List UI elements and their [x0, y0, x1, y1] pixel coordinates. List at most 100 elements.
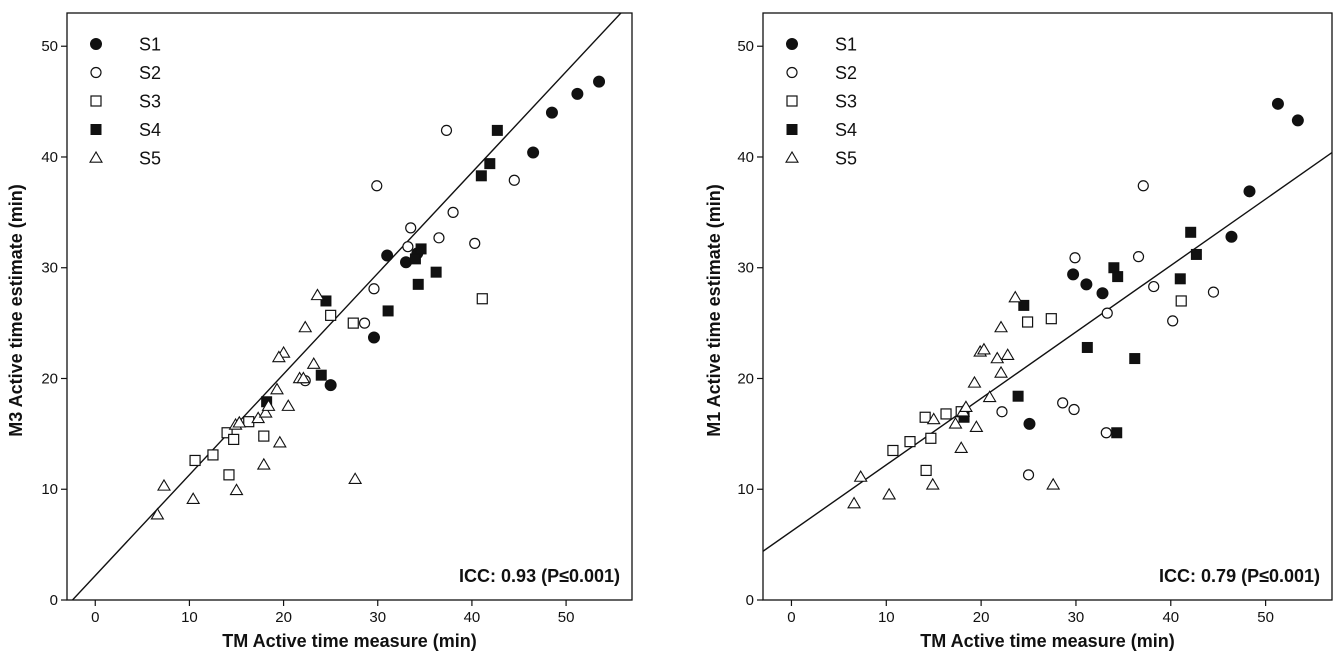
- data-point-s1: [1291, 114, 1304, 127]
- data-point-s3: [920, 464, 932, 477]
- data-point-s2: [433, 232, 445, 244]
- x-tick-label: 20: [275, 609, 292, 626]
- data-point-s3: [258, 430, 270, 442]
- data-point-s3: [223, 469, 235, 481]
- y-tick-label: 10: [737, 481, 754, 498]
- data-point-s3: [476, 293, 488, 305]
- data-point-s5: [261, 399, 276, 411]
- data-point-s2: [1101, 307, 1113, 319]
- legend-label-s1: S1: [835, 35, 857, 55]
- data-point-s5: [348, 472, 363, 485]
- legend: S1 S2 S3 S4 S5: [89, 35, 161, 169]
- data-point-s2: [1068, 403, 1080, 416]
- data-point-s2: [1167, 315, 1179, 327]
- series-s4: [958, 226, 1202, 439]
- data-point-s1: [527, 146, 540, 159]
- data-point-s5: [232, 415, 247, 428]
- data-point-s2: [440, 124, 453, 136]
- legend-marker-s1: [90, 38, 102, 50]
- x-tick-label: 50: [1257, 609, 1274, 626]
- x-tick-label: 30: [1068, 609, 1085, 626]
- data-point-s5: [256, 457, 271, 470]
- regression-line: [763, 151, 1332, 552]
- x-tick-label: 50: [558, 609, 575, 626]
- data-point-s4: [491, 124, 503, 136]
- data-point-s3: [1045, 313, 1057, 325]
- series-s1: [324, 75, 606, 392]
- y-tick-label: 40: [41, 149, 58, 166]
- data-point-s5: [157, 478, 171, 491]
- data-point-s5: [926, 412, 941, 425]
- data-point-s4: [382, 305, 394, 317]
- icc-annotation: ICC: 0.93 (P≤0.001): [459, 566, 620, 586]
- data-point-s5: [948, 416, 963, 429]
- legend-label-s3: S3: [139, 92, 161, 112]
- data-point-s4: [1185, 226, 1197, 238]
- y-tick-label: 0: [746, 592, 754, 609]
- data-point-s5: [990, 351, 1005, 364]
- data-point-s1: [1023, 417, 1036, 430]
- data-point-s3: [221, 427, 233, 439]
- x-tick-label: 0: [787, 609, 795, 626]
- data-point-s5: [967, 375, 982, 388]
- legend-marker-s4: [90, 124, 102, 135]
- y-tick-label: 20: [41, 370, 58, 387]
- data-point-s5: [977, 342, 991, 355]
- data-point-s5: [281, 399, 296, 411]
- data-point-s1: [324, 379, 337, 392]
- data-point-s5: [1000, 348, 1015, 360]
- data-point-s4: [1111, 427, 1123, 439]
- legend-label-s4: S4: [835, 120, 857, 140]
- data-point-s3: [904, 436, 916, 448]
- data-point-s2: [508, 174, 520, 186]
- legend-marker-s4: [786, 124, 798, 135]
- y-tick-label: 50: [737, 38, 754, 55]
- legend: S1 S2 S3 S4 S5: [785, 35, 857, 169]
- data-point-s5: [882, 487, 897, 500]
- series-s4: [261, 124, 503, 408]
- legend-marker-s2: [90, 66, 102, 79]
- data-point-s2: [1207, 286, 1220, 298]
- legend-label-s1: S1: [139, 35, 161, 55]
- plot-frame: [66, 12, 633, 601]
- data-point-s5: [296, 371, 311, 384]
- data-point-s4: [320, 295, 332, 307]
- data-point-s1: [1225, 230, 1238, 243]
- data-point-s5: [270, 382, 284, 395]
- data-point-s3: [919, 411, 931, 423]
- series-s3: [887, 295, 1187, 477]
- icc-annotation: ICC: 0.79 (P≤0.001): [1159, 566, 1320, 586]
- data-point-s3: [1175, 295, 1187, 307]
- data-point-s3: [940, 408, 952, 420]
- data-point-s4: [475, 170, 487, 182]
- data-point-s3: [207, 449, 219, 461]
- data-point-s4: [1112, 271, 1124, 283]
- data-point-s4: [1012, 390, 1024, 402]
- regression-line: [71, 13, 622, 600]
- data-point-s2: [447, 206, 459, 218]
- data-point-s4: [415, 243, 427, 255]
- data-point-s5: [1008, 290, 1023, 303]
- data-point-s5: [298, 320, 313, 333]
- x-axis-title: TM Active time measure (min): [920, 631, 1174, 651]
- data-point-s5: [925, 477, 940, 490]
- data-point-s5: [1046, 477, 1061, 490]
- y-tick-label: 0: [50, 592, 58, 609]
- data-point-s1: [593, 75, 606, 88]
- y-axis-title: M3 Active time estimate (min): [6, 184, 26, 436]
- data-point-s3: [228, 433, 240, 446]
- y-tick-label: 30: [41, 260, 58, 277]
- data-point-s5: [954, 441, 969, 454]
- data-point-s5: [969, 420, 984, 432]
- data-point-s4: [409, 253, 421, 265]
- data-point-s5: [186, 492, 201, 504]
- data-point-s3: [325, 309, 337, 321]
- data-point-s2: [402, 241, 414, 253]
- data-point-s2: [469, 237, 481, 249]
- x-axis-title: TM Active time measure (min): [222, 631, 476, 651]
- data-point-s2: [368, 283, 380, 295]
- legend-marker-s2: [786, 66, 798, 79]
- data-point-s2: [358, 317, 371, 329]
- data-point-s2: [1137, 180, 1149, 192]
